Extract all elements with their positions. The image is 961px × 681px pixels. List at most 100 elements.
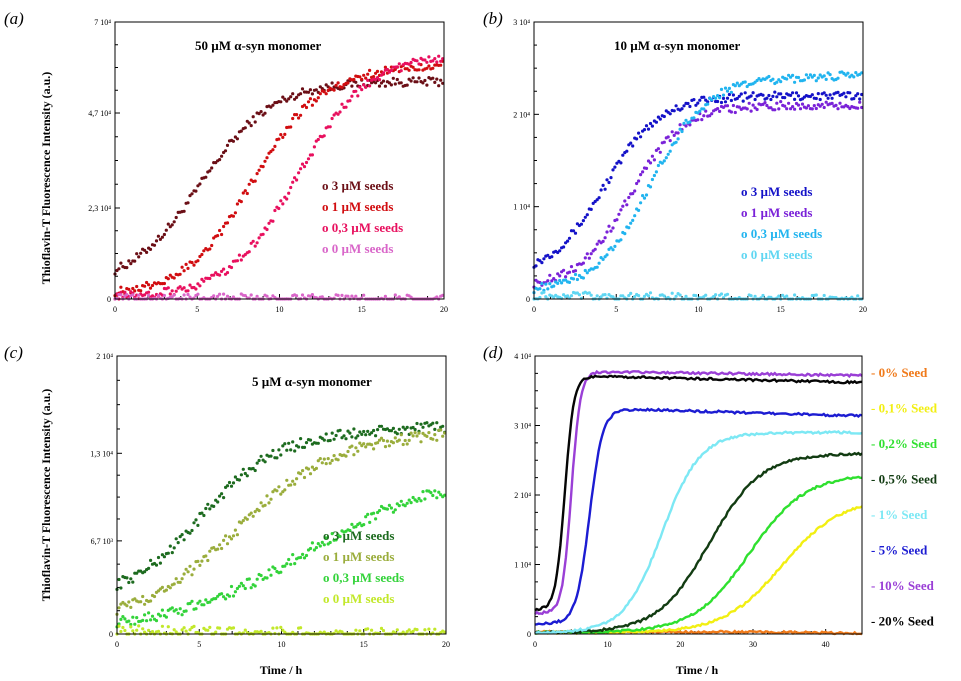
data-point [243,471,247,476]
data-point [235,586,239,591]
data-point [293,482,297,486]
data-point [204,554,208,558]
data-point [245,517,249,521]
data-point [121,625,125,630]
data-point [431,437,435,441]
data-point [295,113,299,117]
data-point [419,422,423,426]
data-point [417,496,421,501]
data-point [757,77,761,81]
data-point [147,283,151,287]
data-point [793,80,797,84]
data-point [198,254,202,259]
data-point [688,123,692,127]
data-point [334,629,338,633]
data-point [858,97,862,101]
data-point [729,98,734,103]
data-point [172,220,176,224]
data-point [658,117,662,121]
data-point [672,109,676,113]
data-point [279,199,283,203]
data-point [127,580,131,585]
data-point [775,95,779,99]
panel-d-legend: - 0% Seed - 0,1% Seed - 0,2% Seed - 0,5% Se… [871,365,938,629]
data-point [271,490,275,494]
data-point [202,279,206,283]
data-point [227,594,232,598]
data-point [376,441,380,445]
data-point [231,481,236,485]
data-point [275,626,279,630]
data-point [435,421,439,425]
panel-c-legend: o 3 µM seeds o 1 µM seeds o 0,3 µM seeds o … [323,528,404,606]
data-point [233,211,237,215]
data-point [308,546,313,551]
data-point [391,510,395,514]
data-point [583,215,587,219]
data-point [330,81,334,85]
data-point [814,293,818,297]
data-point [389,429,393,433]
data-point [206,558,210,563]
data-point [364,445,368,449]
data-point [356,449,360,453]
data-point [433,57,437,61]
data-point [670,291,674,295]
data-point [316,441,320,445]
data-point [269,454,273,458]
data-point [719,292,724,296]
data-point [279,570,283,574]
panel-c-frame [116,355,447,635]
data-point [302,445,307,449]
data-point [623,199,627,203]
data-point [542,257,546,261]
data-point [271,148,275,152]
data-point [366,429,370,433]
data-point [200,511,204,515]
data-point [838,101,842,105]
data-point [174,537,178,541]
data-point [433,489,437,493]
data-point [377,509,382,513]
data-point [747,101,751,105]
series-3-m-seeds [115,421,447,592]
data-point [381,71,386,75]
data-point [735,81,739,85]
data-point [789,93,793,97]
data-point [334,538,338,542]
data-point [289,125,293,129]
x-tick-label: 20 [440,305,448,314]
data-point [182,538,186,542]
data-point [162,281,166,286]
data-point [427,431,431,435]
data-point [721,93,726,97]
data-point [190,528,194,533]
data-point [263,503,267,507]
panel-a-frame [114,21,445,300]
data-point [804,106,809,110]
legend-entry: o 3 µM seeds [741,184,812,199]
data-point [411,65,415,69]
data-point [324,536,328,540]
data-point [271,626,275,630]
data-point [678,293,682,297]
legend-entry: - 10% Seed [871,578,935,593]
data-point [220,592,224,596]
series-0-3-m-seeds [532,70,864,295]
data-point [836,107,840,111]
data-point [785,77,789,81]
data-point [692,98,696,102]
data-point [417,68,421,72]
y-tick-label: 1,3 10⁴ [90,449,113,458]
data-point [619,238,623,242]
data-point [253,510,257,514]
panel-a-label: (a) [4,9,24,28]
data-point [225,294,230,298]
data-point [178,535,182,539]
data-point [297,445,301,449]
data-point [178,580,182,585]
data-point [796,94,801,98]
data-point [216,547,220,551]
data-point [429,491,433,495]
data-point [350,444,354,448]
